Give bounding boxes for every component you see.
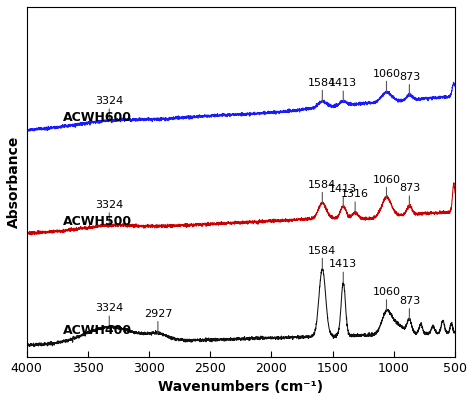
Text: 1413: 1413 [329,78,357,101]
Y-axis label: Absorbance: Absorbance [7,136,21,228]
Text: 1584: 1584 [308,245,337,269]
Text: 1413: 1413 [329,184,357,207]
Text: 1060: 1060 [373,69,401,92]
X-axis label: Wavenumbers (cm⁻¹): Wavenumbers (cm⁻¹) [158,380,323,394]
Text: 873: 873 [399,296,420,319]
Text: 2927: 2927 [144,309,172,333]
Text: ACWH500: ACWH500 [63,215,132,228]
Text: 3324: 3324 [95,96,123,121]
Text: 1584: 1584 [308,78,337,102]
Text: ACWH400: ACWH400 [63,324,132,337]
Text: 1316: 1316 [341,189,369,213]
Text: 1413: 1413 [329,259,357,283]
Text: 873: 873 [399,183,420,207]
Text: 873: 873 [399,72,420,95]
Text: 1060: 1060 [373,174,401,198]
Text: 3324: 3324 [95,303,123,328]
Text: 1584: 1584 [308,180,337,203]
Text: 1060: 1060 [373,287,401,310]
Text: ACWH600: ACWH600 [63,111,132,124]
Text: 3324: 3324 [95,200,123,225]
